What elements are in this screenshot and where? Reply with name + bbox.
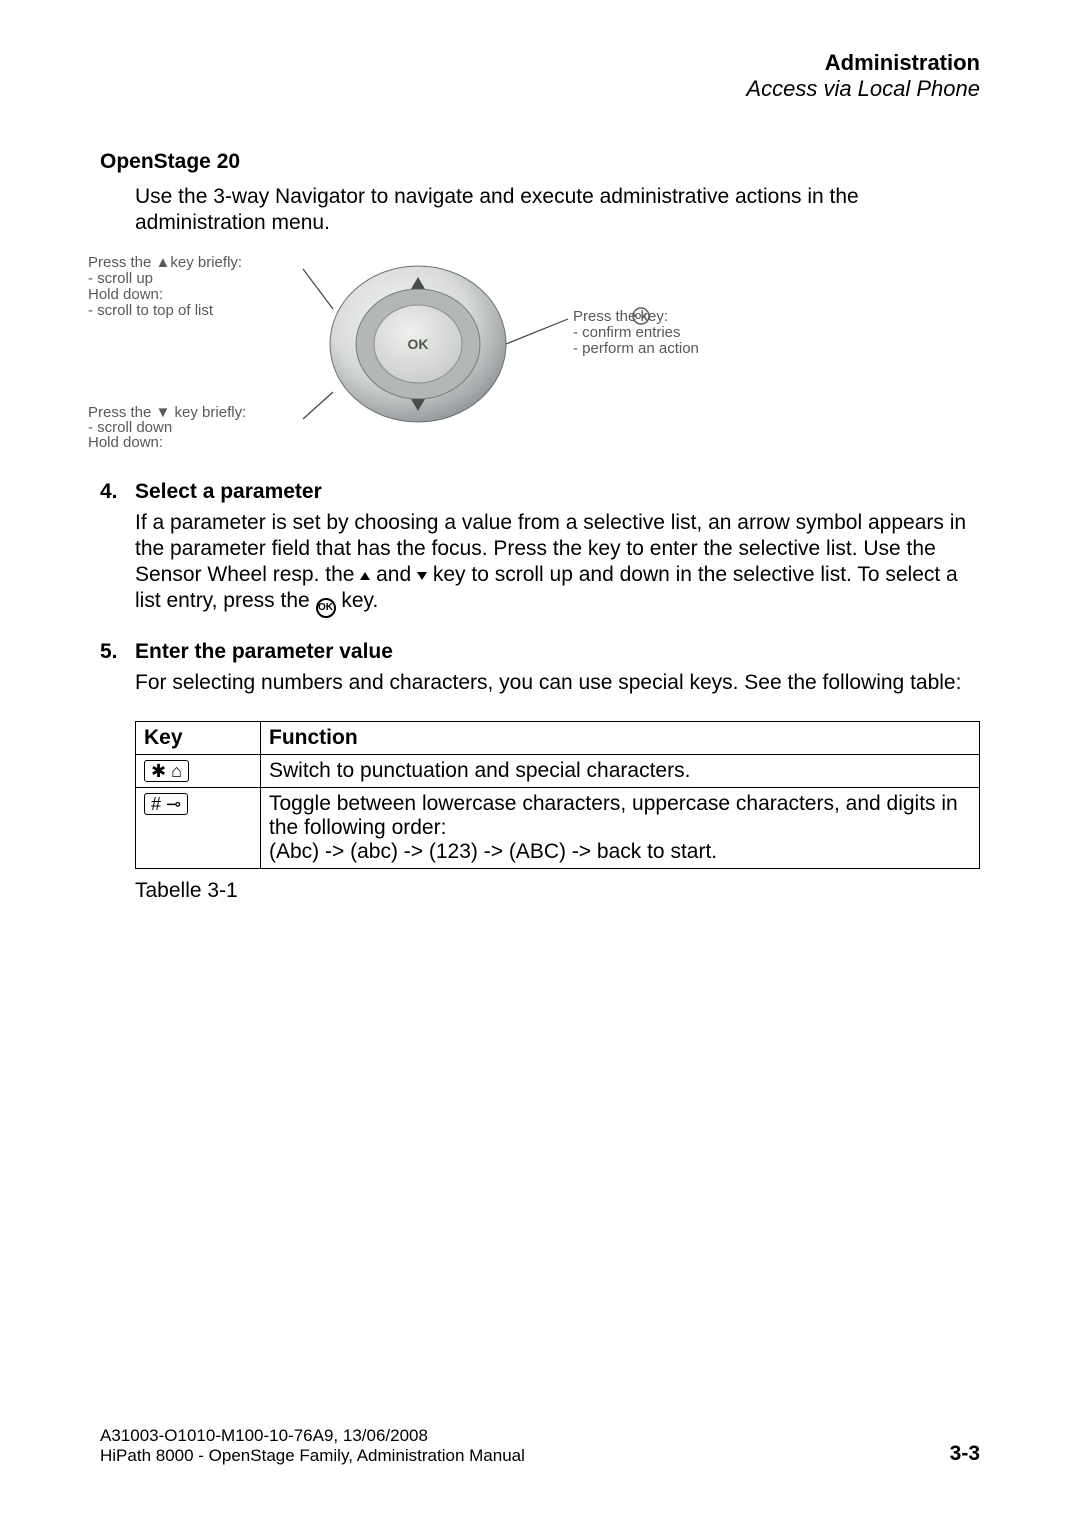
section-title: Administration (100, 50, 980, 76)
table-caption: Tabelle 3-1 (135, 879, 980, 903)
diagram-up-line2: Hold down: (88, 286, 163, 303)
ok-center-label: OK (408, 336, 429, 352)
page-footer: A31003-O1010-M100-10-76A9, 13/06/2008 Hi… (100, 1426, 980, 1466)
section-subtitle: Access via Local Phone (100, 76, 980, 102)
footer-doctitle: HiPath 8000 - OpenStage Family, Administ… (100, 1446, 980, 1466)
table-header-key: Key (136, 721, 261, 754)
table-cell-function: Switch to punctuation and special charac… (261, 754, 980, 787)
hash-key-icon: # ⊸ (144, 793, 188, 815)
diagram-ok-line2: - perform an action (573, 340, 699, 357)
page-number: 3-3 (950, 1442, 980, 1466)
key-function-table: Key Function ✱ ⌂ Switch to punctuation a… (135, 721, 980, 869)
diagram-ok-label: Press the key: (573, 308, 668, 325)
step4-text-post2: key. (341, 589, 378, 612)
table-header-function: Function (261, 721, 980, 754)
diagram-ok-line1: - confirm entries (573, 324, 681, 341)
intro-paragraph: Use the 3-way Navigator to navigate and … (135, 184, 980, 237)
diagram-up-label: Press the ▲key briefly: (88, 254, 242, 271)
down-arrow-icon (417, 572, 427, 580)
star-key-icon: ✱ ⌂ (144, 760, 189, 782)
step4-body: If a parameter is set by choosing a valu… (135, 510, 980, 619)
diagram-up-line3: - scroll to top of list (88, 302, 214, 319)
table-row: # ⊸ Toggle between lowercase characters,… (136, 787, 980, 868)
step4-text-mid: and (376, 563, 417, 586)
navigator-diagram: OK Press the ▲key briefly: - scroll up H… (88, 249, 980, 454)
table-row: ✱ ⌂ Switch to punctuation and special ch… (136, 754, 980, 787)
subsection-heading: OpenStage 20 (100, 150, 980, 174)
diagram-up-line1: - scroll up (88, 270, 153, 287)
step5-body: For selecting numbers and characters, yo… (135, 670, 980, 696)
footer-docid: A31003-O1010-M100-10-76A9, 13/06/2008 (100, 1426, 980, 1446)
diagram-down-line2: Hold down: (88, 434, 163, 449)
up-arrow-icon (360, 572, 370, 580)
ok-inline-icon: OK (316, 598, 336, 618)
ok-badge-icon: OK (635, 312, 647, 321)
step-number: 5. (100, 640, 135, 664)
step-number: 4. (100, 480, 135, 504)
step-title: Enter the parameter value (135, 640, 393, 664)
table-cell-function: Toggle between lowercase characters, upp… (261, 787, 980, 868)
step-title: Select a parameter (135, 480, 322, 504)
